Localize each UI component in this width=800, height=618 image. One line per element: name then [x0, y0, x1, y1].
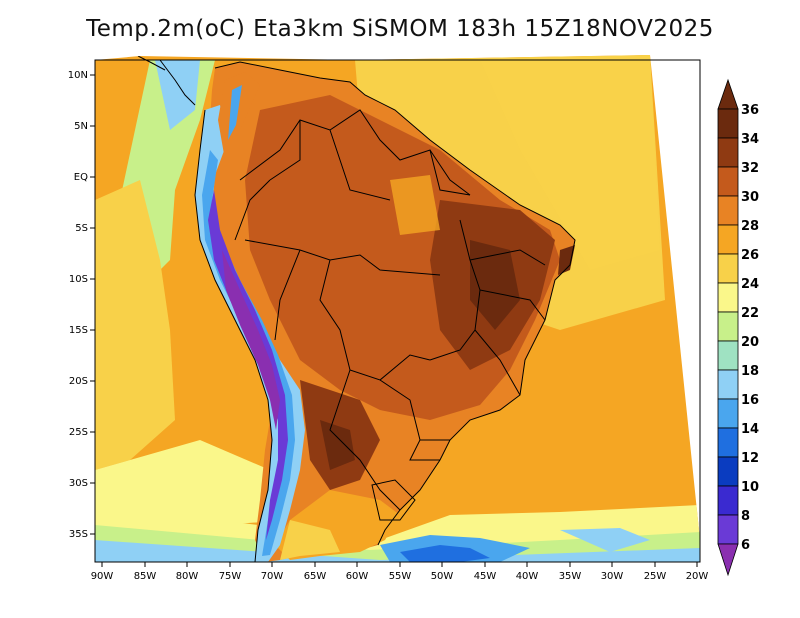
colorbar-segment	[717, 427, 739, 458]
colorbar-segment	[717, 514, 739, 545]
lon-label: 90W	[91, 571, 114, 582]
colorbar-arrow-bottom	[717, 543, 739, 577]
colorbar-segment	[717, 340, 739, 371]
colorbar-segment	[717, 166, 739, 197]
lat-label: 25S	[69, 427, 88, 438]
colorbar-label: 16	[741, 393, 759, 408]
map-frame	[94, 59, 701, 563]
lat-label: 35S	[69, 529, 88, 540]
colorbar-segment	[717, 253, 739, 284]
lat-label: 5N	[74, 121, 88, 132]
lat-label: 10N	[68, 70, 88, 81]
lon-label: 60W	[346, 571, 369, 582]
lat-label: 30S	[69, 478, 88, 489]
colorbar-label: 26	[741, 248, 759, 263]
map-title: Temp.2m(oC) Eta3km SiSMOM 183h 15Z18NOV2…	[86, 16, 714, 42]
lon-label: 80W	[176, 571, 199, 582]
colorbar-labels: 36 34 32 30 28 26 24 22 20 18 16 14 12 1…	[741, 103, 759, 553]
country-borders	[137, 55, 576, 562]
lon-label: 75W	[219, 571, 242, 582]
lon-label: 30W	[601, 571, 624, 582]
lon-label: 45W	[474, 571, 497, 582]
lon-label: 65W	[304, 571, 327, 582]
lon-label: 25W	[644, 571, 667, 582]
colorbar-label: 6	[741, 538, 750, 553]
colorbar-segment	[717, 485, 739, 516]
colorbar-label: 22	[741, 306, 759, 321]
temperature-field	[95, 55, 700, 562]
lat-label: 20S	[69, 376, 88, 387]
colorbar-segment	[717, 282, 739, 313]
colorbar-label: 20	[741, 335, 759, 350]
colorbar-label: 34	[741, 132, 759, 147]
colorbar-segment	[717, 311, 739, 342]
latitude-axis: 10N 5N EQ 5S 10S 15S 20S 25S 30S 35S	[68, 70, 95, 540]
lon-label: 20W	[686, 571, 709, 582]
lat-label: 10S	[69, 274, 88, 285]
lat-label: 15S	[69, 325, 88, 336]
colorbar-label: 28	[741, 219, 759, 234]
colorbar-label: 8	[741, 509, 750, 524]
colorbar-label: 14	[741, 422, 759, 437]
colorbar-label: 12	[741, 451, 759, 466]
lon-label: 70W	[261, 571, 284, 582]
colorbar-segment	[717, 398, 739, 429]
lat-label: EQ	[74, 172, 88, 183]
colorbar-label: 32	[741, 161, 759, 176]
continent-field-34-36	[470, 240, 520, 330]
colorbar-segment	[717, 137, 739, 168]
colorbar-arrow-top	[717, 78, 739, 110]
longitude-axis: 90W 85W 80W 75W 70W 65W 60W 55W 50W 45W …	[91, 562, 709, 582]
lon-label: 35W	[559, 571, 582, 582]
colorbar-segment	[717, 224, 739, 255]
colorbar-label: 36	[741, 103, 759, 118]
colorbar-label: 24	[741, 277, 759, 292]
lon-label: 40W	[516, 571, 539, 582]
lon-label: 85W	[134, 571, 157, 582]
lon-label: 50W	[431, 571, 454, 582]
ocean-field-16-18	[155, 60, 200, 130]
colorbar-segment	[717, 369, 739, 400]
colorbar-label: 30	[741, 190, 759, 205]
colorbar-segment	[717, 195, 739, 226]
colorbar-segment	[717, 456, 739, 487]
colorbar	[717, 78, 739, 577]
colorbar-segment	[717, 108, 739, 139]
lon-label: 55W	[389, 571, 412, 582]
colorbar-label: 10	[741, 480, 759, 495]
colorbar-label: 18	[741, 364, 759, 379]
lat-label: 5S	[75, 223, 88, 234]
